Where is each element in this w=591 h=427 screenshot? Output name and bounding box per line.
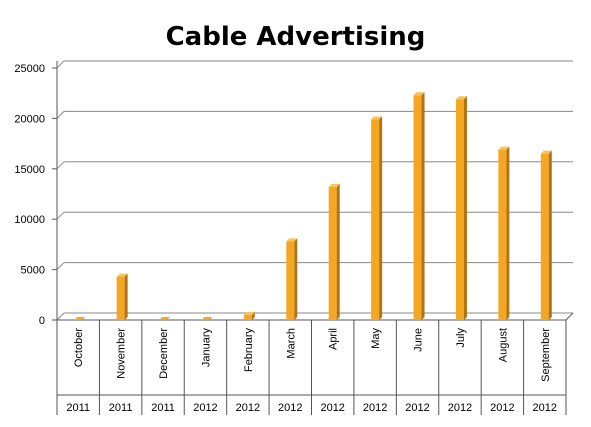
y-tick-label: 5000 bbox=[21, 265, 45, 277]
bar-front bbox=[540, 153, 549, 320]
y-tick-label: 15000 bbox=[14, 164, 45, 176]
x-year-label: 2011 bbox=[109, 402, 133, 414]
grid-lines bbox=[52, 60, 574, 321]
bar-top bbox=[498, 146, 510, 150]
bar-front bbox=[328, 186, 337, 320]
bar-flat bbox=[74, 317, 86, 320]
bar-top bbox=[286, 238, 298, 242]
bar-front bbox=[286, 241, 295, 320]
bar-side bbox=[421, 92, 425, 320]
bars bbox=[74, 92, 552, 321]
y-axis: 0 5000 10000 15000 20000 25000 bbox=[14, 63, 45, 327]
x-tick-label: January bbox=[200, 328, 212, 368]
x-tick-label: July bbox=[455, 328, 467, 348]
y-tick-label: 25000 bbox=[14, 63, 45, 75]
bar bbox=[159, 317, 171, 320]
x-tick-label: May bbox=[370, 328, 382, 349]
x-year-label: 2012 bbox=[278, 402, 302, 414]
y-tick-label: 20000 bbox=[14, 113, 45, 125]
x-tick-label: February bbox=[243, 328, 255, 373]
bar-side bbox=[336, 183, 340, 320]
bar bbox=[455, 96, 467, 320]
x-year-label: 2012 bbox=[363, 402, 387, 414]
bar bbox=[116, 273, 128, 320]
bar-flat bbox=[159, 317, 171, 320]
chart-title: Cable Advertising bbox=[165, 22, 426, 52]
bar bbox=[540, 150, 552, 320]
bar-front bbox=[455, 99, 464, 320]
bar-top bbox=[540, 150, 552, 154]
gridline-diagonal bbox=[56, 262, 65, 270]
x-year-label: 2012 bbox=[405, 402, 429, 414]
x-year-label: 2011 bbox=[151, 402, 175, 414]
bar-top bbox=[328, 183, 340, 187]
gridline-diagonal bbox=[56, 60, 65, 69]
bar-side bbox=[548, 150, 552, 320]
gridline-diagonal bbox=[56, 161, 65, 170]
bar-flat bbox=[201, 317, 213, 320]
x-tick-label: March bbox=[285, 328, 297, 359]
x-tick-label: April bbox=[328, 328, 340, 350]
x-year-label: 2012 bbox=[193, 402, 217, 414]
bar-top bbox=[243, 311, 255, 315]
x-tick-label: August bbox=[497, 328, 509, 362]
bar-front bbox=[498, 149, 507, 320]
bar-side bbox=[251, 311, 255, 320]
gridline-diagonal bbox=[56, 111, 65, 119]
bar-front bbox=[243, 314, 252, 320]
bar bbox=[498, 146, 510, 320]
bar-side bbox=[379, 116, 383, 321]
bar-top bbox=[371, 116, 383, 120]
bar bbox=[328, 183, 340, 320]
gridline-diagonal bbox=[56, 211, 65, 220]
x-year-label: 2012 bbox=[490, 402, 514, 414]
bar-top bbox=[116, 273, 128, 277]
x-tick-label: June bbox=[413, 328, 425, 352]
bar bbox=[371, 116, 383, 321]
x-tick-label: September bbox=[540, 328, 552, 382]
floor-right-edge bbox=[565, 312, 574, 321]
bar bbox=[201, 317, 213, 320]
x-year-label: 2011 bbox=[66, 402, 90, 414]
x-tick-label: December bbox=[158, 328, 170, 379]
y-tick-label: 10000 bbox=[14, 214, 45, 226]
x-tick-label: October bbox=[73, 328, 85, 367]
bar-side bbox=[294, 238, 298, 320]
x-year-label: 2012 bbox=[236, 402, 260, 414]
bar-front bbox=[413, 95, 422, 320]
bar-top bbox=[455, 96, 467, 100]
x-year-label: 2012 bbox=[448, 402, 472, 414]
bar-side bbox=[124, 273, 128, 320]
bar bbox=[74, 317, 86, 320]
bar-top bbox=[413, 92, 425, 96]
bar bbox=[413, 92, 425, 320]
bar-side bbox=[506, 146, 510, 320]
bar-front bbox=[371, 119, 380, 321]
bar-side bbox=[463, 96, 467, 320]
x-axis: October 2011 November 2011 December 2011 Janua… bbox=[56, 320, 567, 415]
x-year-label: 2012 bbox=[533, 402, 557, 414]
x-year-label: 2012 bbox=[320, 402, 344, 414]
bar bbox=[243, 311, 255, 320]
gridline-diagonal bbox=[56, 312, 65, 321]
y-tick-label: 0 bbox=[39, 315, 45, 327]
bar bbox=[286, 238, 298, 320]
bar-front bbox=[116, 276, 125, 320]
x-tick-label: November bbox=[116, 328, 128, 379]
